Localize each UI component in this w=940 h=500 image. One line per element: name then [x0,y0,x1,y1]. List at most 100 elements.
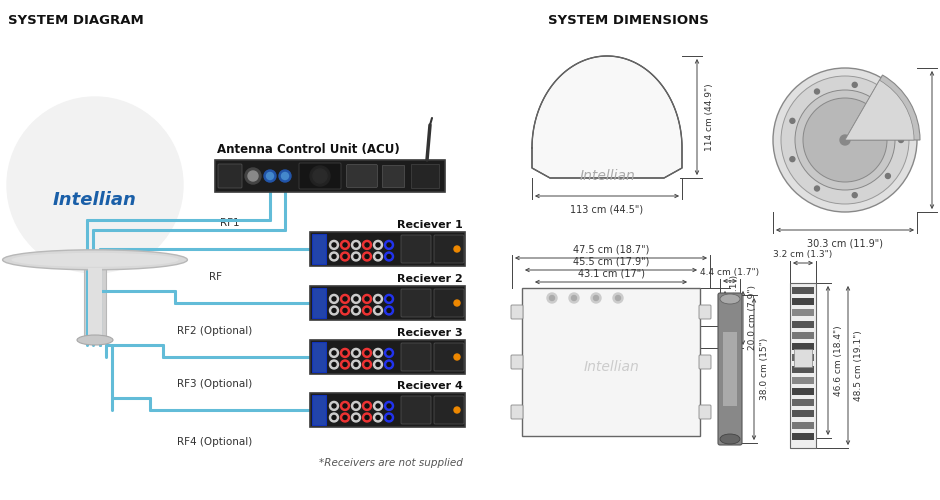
Text: Intellian: Intellian [53,191,137,209]
FancyBboxPatch shape [792,320,814,328]
Text: 48.5 cm (19.1"): 48.5 cm (19.1") [854,330,863,401]
Circle shape [365,308,369,312]
FancyBboxPatch shape [401,235,431,263]
Circle shape [332,351,336,355]
FancyBboxPatch shape [792,332,814,339]
Text: Intellian: Intellian [579,169,634,183]
Text: RF3 (Optional): RF3 (Optional) [178,379,253,389]
Circle shape [885,174,890,178]
Text: 114 cm (44.9"): 114 cm (44.9") [705,83,714,151]
Circle shape [332,254,336,258]
Circle shape [384,294,394,304]
Circle shape [853,192,857,198]
Circle shape [340,294,350,304]
Circle shape [790,156,795,162]
Circle shape [363,413,371,422]
Text: 43.1 cm (17"): 43.1 cm (17") [577,268,645,278]
FancyBboxPatch shape [792,376,814,384]
Circle shape [340,306,350,315]
Circle shape [352,306,361,315]
Text: SYSTEM DIMENSIONS: SYSTEM DIMENSIONS [548,14,709,27]
Circle shape [384,360,394,369]
Circle shape [795,90,895,190]
Text: 4.4 cm (1.7"): 4.4 cm (1.7") [700,268,760,277]
Ellipse shape [720,294,740,304]
Circle shape [790,118,795,124]
Circle shape [384,402,394,410]
FancyBboxPatch shape [699,405,711,419]
Circle shape [376,362,380,366]
Text: RF2 (Optional): RF2 (Optional) [178,326,253,336]
FancyBboxPatch shape [792,354,814,362]
Circle shape [281,172,289,180]
Circle shape [616,296,620,300]
Circle shape [332,404,336,408]
Circle shape [352,360,361,369]
Circle shape [343,362,347,366]
Circle shape [773,68,917,212]
Circle shape [572,296,576,300]
FancyBboxPatch shape [723,332,737,406]
Text: RF4 (Optional): RF4 (Optional) [178,437,253,447]
Circle shape [373,306,383,315]
Circle shape [313,169,327,183]
Text: 30.3 cm (11.9"): 30.3 cm (11.9") [807,238,883,248]
Circle shape [340,240,350,250]
FancyBboxPatch shape [792,343,814,350]
Text: Reciever 2: Reciever 2 [398,274,463,284]
Circle shape [332,243,336,247]
Circle shape [454,300,460,306]
Circle shape [267,172,274,180]
FancyBboxPatch shape [718,293,742,445]
Circle shape [343,404,347,408]
FancyBboxPatch shape [401,289,431,317]
FancyBboxPatch shape [792,310,814,316]
FancyBboxPatch shape [792,298,814,305]
Circle shape [363,348,371,358]
Circle shape [363,306,371,315]
Circle shape [352,240,361,250]
Circle shape [387,362,391,366]
Text: 3.2 cm (1.3"): 3.2 cm (1.3") [774,250,833,259]
FancyBboxPatch shape [84,268,106,340]
Polygon shape [532,56,682,178]
Circle shape [885,102,890,106]
Circle shape [340,413,350,422]
FancyBboxPatch shape [401,396,431,424]
Circle shape [387,404,391,408]
Circle shape [365,351,369,355]
Text: Reciever 3: Reciever 3 [398,328,463,338]
FancyBboxPatch shape [401,343,431,371]
Circle shape [373,348,383,358]
Circle shape [332,416,336,420]
FancyBboxPatch shape [511,355,523,369]
Circle shape [330,360,338,369]
Circle shape [373,402,383,410]
FancyBboxPatch shape [792,433,814,440]
Circle shape [343,351,347,355]
Circle shape [781,76,909,204]
Text: SYSTEM DIAGRAM: SYSTEM DIAGRAM [8,14,144,27]
FancyBboxPatch shape [792,366,814,372]
Circle shape [384,252,394,261]
Circle shape [330,240,338,250]
Circle shape [454,354,460,360]
Ellipse shape [77,335,113,345]
Circle shape [550,296,555,300]
Text: 13.0 cm (5.1"): 13.0 cm (5.1") [730,274,739,340]
FancyBboxPatch shape [522,288,700,436]
Circle shape [384,348,394,358]
Circle shape [354,351,358,355]
Circle shape [365,297,369,301]
Circle shape [840,135,850,145]
Circle shape [343,308,347,312]
Circle shape [853,82,857,87]
Text: Antenna Control Unit (ACU): Antenna Control Unit (ACU) [217,143,400,156]
Circle shape [343,416,347,420]
Text: RF: RF [209,272,222,282]
Circle shape [384,306,394,315]
Circle shape [352,402,361,410]
Circle shape [365,404,369,408]
Circle shape [343,254,347,258]
Circle shape [384,240,394,250]
